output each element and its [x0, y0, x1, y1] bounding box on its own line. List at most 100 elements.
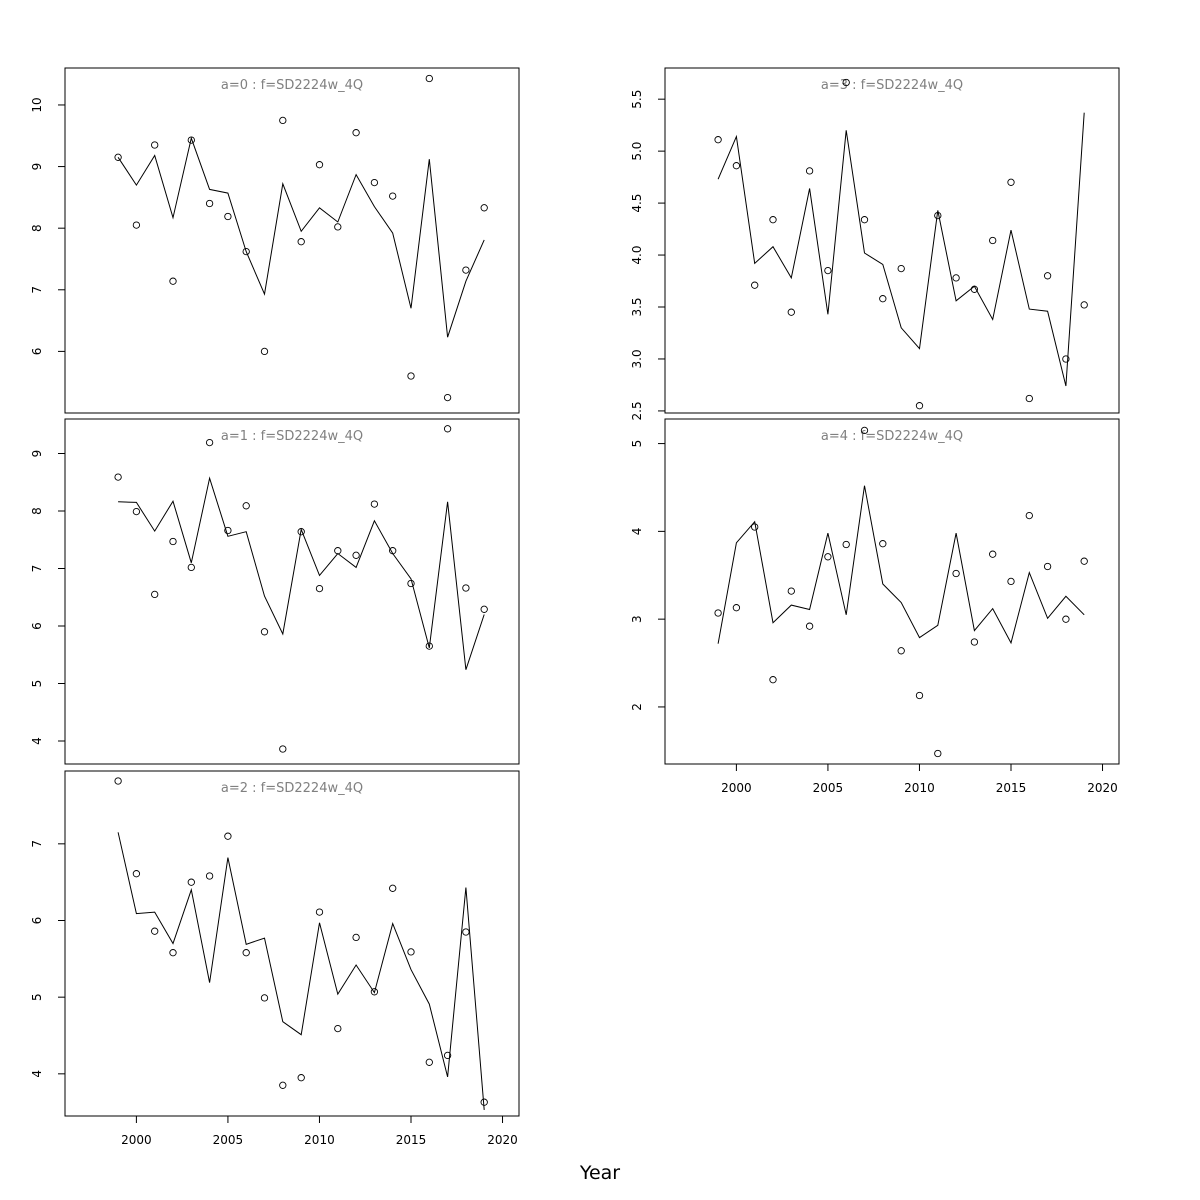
data-point: [224, 832, 232, 840]
y-tick-label: 9: [30, 450, 44, 458]
data-point: [751, 281, 759, 289]
data-point: [1062, 355, 1070, 363]
y-tick-label: 7: [30, 286, 44, 294]
data-point: [462, 266, 470, 274]
data-point: [205, 872, 214, 880]
data-point: [315, 161, 324, 169]
data-point: [132, 507, 141, 516]
panel-0: a=0 : f=SD2224w_4Q 6 7 8 9 10: [30, 67, 520, 414]
data-point: [805, 622, 814, 630]
data-point: [407, 579, 415, 588]
data-point: [114, 153, 122, 161]
data-point: [879, 540, 887, 548]
data-point: [1007, 178, 1015, 186]
y-tick-label: 5: [30, 680, 44, 688]
data-point: [480, 204, 488, 212]
y-tick-label: 3: [630, 615, 644, 623]
data-point: [352, 933, 360, 942]
data-point: [352, 551, 360, 559]
panel-frame: [664, 418, 1120, 765]
data-point: [334, 1024, 342, 1033]
data-point: [297, 528, 305, 536]
data-point: [114, 777, 122, 785]
y-tick-label: 2.5: [630, 401, 644, 420]
data-point: [370, 500, 379, 508]
y-tick-label: 8: [30, 224, 44, 232]
data-point: [169, 277, 177, 285]
y-tick-label: 4: [30, 737, 44, 745]
data-point: [824, 553, 832, 561]
data-point: [915, 402, 924, 410]
data-point: [989, 236, 997, 245]
data-point: [732, 604, 741, 612]
data-point: [151, 141, 159, 149]
x-tick-label: 2000: [721, 781, 752, 795]
data-point: [989, 550, 997, 558]
data-point: [480, 605, 488, 613]
data-point: [187, 878, 195, 886]
data-point: [334, 547, 342, 555]
y-tick-label: 3.5: [630, 297, 644, 316]
x-tick-label: 2005: [213, 1133, 244, 1147]
data-point: [1025, 511, 1033, 520]
data-point: [1080, 301, 1088, 309]
data-point: [260, 347, 269, 356]
data-point: [970, 638, 979, 646]
y-tick-label: 4.0: [630, 246, 644, 265]
x-tick-label: 2000: [121, 1133, 152, 1147]
data-point: [151, 927, 159, 935]
y-tick-label: 5.5: [630, 90, 644, 109]
data-point: [842, 540, 850, 549]
y-tick-label: 6: [30, 348, 44, 356]
panel-2: a=2 : f=SD2224w_4Q 4 5 6 7 2000 2005 2010 2015 20…: [30, 770, 520, 1147]
data-point: [970, 285, 979, 293]
data-point: [132, 221, 141, 229]
data-point: [1080, 557, 1088, 565]
data-point: [352, 129, 360, 137]
data-point: [952, 274, 960, 282]
data-point: [242, 502, 250, 510]
y-tick-label: 6: [30, 917, 44, 925]
data-point: [934, 211, 942, 220]
x-tick-label: 2015: [396, 1133, 427, 1147]
data-point: [860, 426, 869, 435]
data-point: [952, 569, 960, 578]
data-point: [370, 178, 379, 187]
data-point: [279, 745, 287, 753]
fitted-line: [118, 476, 485, 670]
y-tick-label: 5.0: [630, 142, 644, 161]
x-tick-label: 2020: [1087, 781, 1118, 795]
data-point: [279, 1081, 287, 1089]
data-point: [443, 393, 452, 402]
data-point: [389, 884, 397, 892]
data-point: [897, 264, 905, 273]
fitted-line: [717, 485, 1085, 645]
data-point: [169, 537, 177, 546]
data-point: [1043, 272, 1052, 280]
data-point: [897, 647, 905, 655]
x-tick-label: 2005: [813, 781, 844, 795]
y-tick-label: 10: [30, 97, 44, 112]
data-point: [334, 223, 342, 231]
data-point: [169, 949, 177, 957]
panel-frame: [64, 67, 520, 414]
panel-3: a=3 : f=SD2224w_4Q 2.5 3.0 3.5 4.0 4.5 5.0 5.5: [630, 67, 1120, 420]
data-point: [205, 438, 214, 447]
data-point: [1043, 562, 1052, 571]
data-point: [860, 216, 869, 224]
data-point: [1007, 577, 1015, 586]
y-tick-label: 5: [630, 440, 644, 448]
data-point: [260, 994, 269, 1002]
data-point: [407, 372, 415, 380]
data-point: [315, 908, 324, 916]
y-tick-label: 8: [30, 507, 44, 515]
x-tick-label: 2010: [304, 1133, 335, 1147]
data-point: [297, 238, 305, 246]
y-tick-label: 4: [630, 528, 644, 536]
data-point: [425, 74, 433, 83]
data-point: [205, 199, 214, 208]
data-point: [934, 749, 942, 758]
y-tick-label: 5: [30, 993, 44, 1001]
x-tick-label: 2020: [487, 1133, 518, 1147]
